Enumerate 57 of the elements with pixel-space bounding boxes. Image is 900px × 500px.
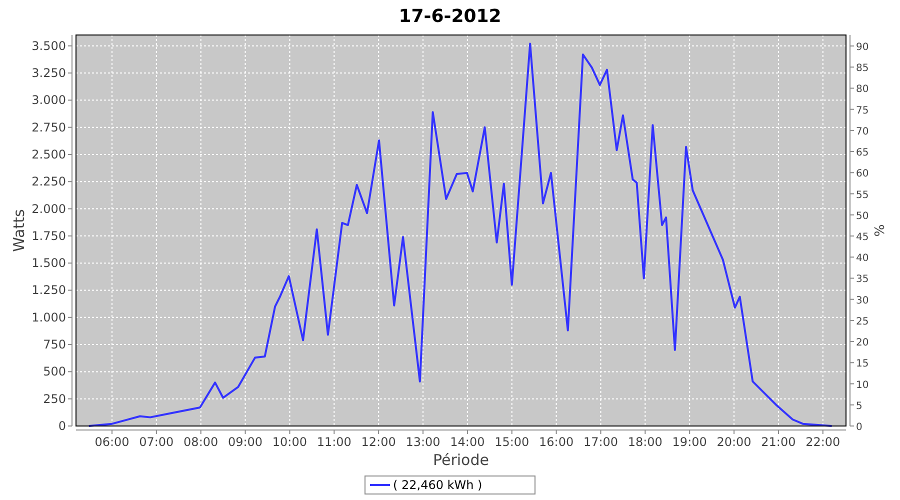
y2-tick-label: 75	[856, 105, 869, 116]
y2-tick-label: 60	[856, 168, 869, 180]
y-tick-label: 750	[43, 338, 66, 352]
y2-tick-label: 55	[856, 190, 869, 201]
y-tick-label: 2.750	[32, 120, 66, 134]
y2-tick-label: 15	[856, 358, 869, 370]
y2-tick-label: 65	[856, 148, 869, 159]
y2-tick-label: 20	[856, 338, 869, 349]
x-tick-label: 07:00	[139, 435, 174, 449]
y2-tick-label: 45	[856, 232, 869, 243]
y-tick-label: 0	[58, 419, 66, 433]
x-tick-label: 13:00	[406, 435, 440, 449]
x-tick-label: 06:00	[94, 435, 130, 449]
y-tick-label: 2.000	[32, 202, 66, 216]
y-tick-label: 500	[43, 364, 66, 379]
y2-tick-label: 90	[856, 42, 869, 53]
y2-tick-label: 50	[856, 210, 869, 222]
y2-tick-label: 5	[856, 400, 862, 412]
x-tick-label: 16:00	[539, 435, 574, 449]
x-tick-label: 17:00	[583, 435, 618, 449]
x-tick-label: 12:00	[361, 435, 396, 449]
y2-tick-label: 0	[856, 422, 862, 433]
x-tick-label: 14:00	[450, 435, 485, 449]
y-tick-label: 2.250	[32, 174, 66, 189]
x-tick-label: 20:00	[716, 435, 752, 449]
y-tick-label: 3.500	[32, 38, 66, 53]
y-tick-label: 3.250	[32, 66, 66, 80]
legend-label: ( 22,460 kWh )	[393, 478, 482, 492]
y2-tick-label: 40	[856, 253, 869, 264]
y2-axis-title: %	[873, 224, 888, 237]
line-series	[88, 42, 833, 427]
y2-tick-label: 35	[856, 274, 869, 286]
x-tick-label: 22:00	[806, 435, 840, 449]
y-tick-label: 1.000	[32, 310, 66, 324]
y-tick-label: 1.500	[32, 256, 66, 270]
x-axis-title: Période	[432, 451, 490, 469]
y-tick-label: 1.750	[32, 228, 66, 243]
y2-tick-label: 80	[856, 84, 869, 96]
y2-tick-label: 85	[856, 63, 869, 74]
x-tick-label: 18:00	[628, 435, 662, 449]
x-tick-label: 21:00	[761, 435, 796, 449]
chart-title: 17-6-2012	[398, 6, 502, 27]
x-tick-label: 09:00	[228, 435, 263, 449]
y-tick-label: 1.250	[32, 283, 66, 298]
y2-tick-label: 70	[856, 126, 869, 138]
y-tick-label: 2.500	[32, 147, 66, 162]
x-tick-label: 19:00	[672, 435, 707, 449]
y-tick-label: 250	[43, 392, 66, 406]
x-tick-label: 08:00	[184, 435, 218, 449]
x-tick-label: 11:00	[316, 435, 352, 449]
y-axis-title: Watts	[10, 209, 28, 252]
y2-tick-label: 30	[856, 295, 869, 306]
y2-tick-label: 10	[856, 380, 869, 391]
x-tick-label: 10:00	[272, 435, 308, 449]
x-tick-label: 15:00	[494, 435, 530, 449]
y-tick-label: 3.000	[32, 93, 66, 108]
y2-tick-label: 25	[856, 316, 869, 328]
